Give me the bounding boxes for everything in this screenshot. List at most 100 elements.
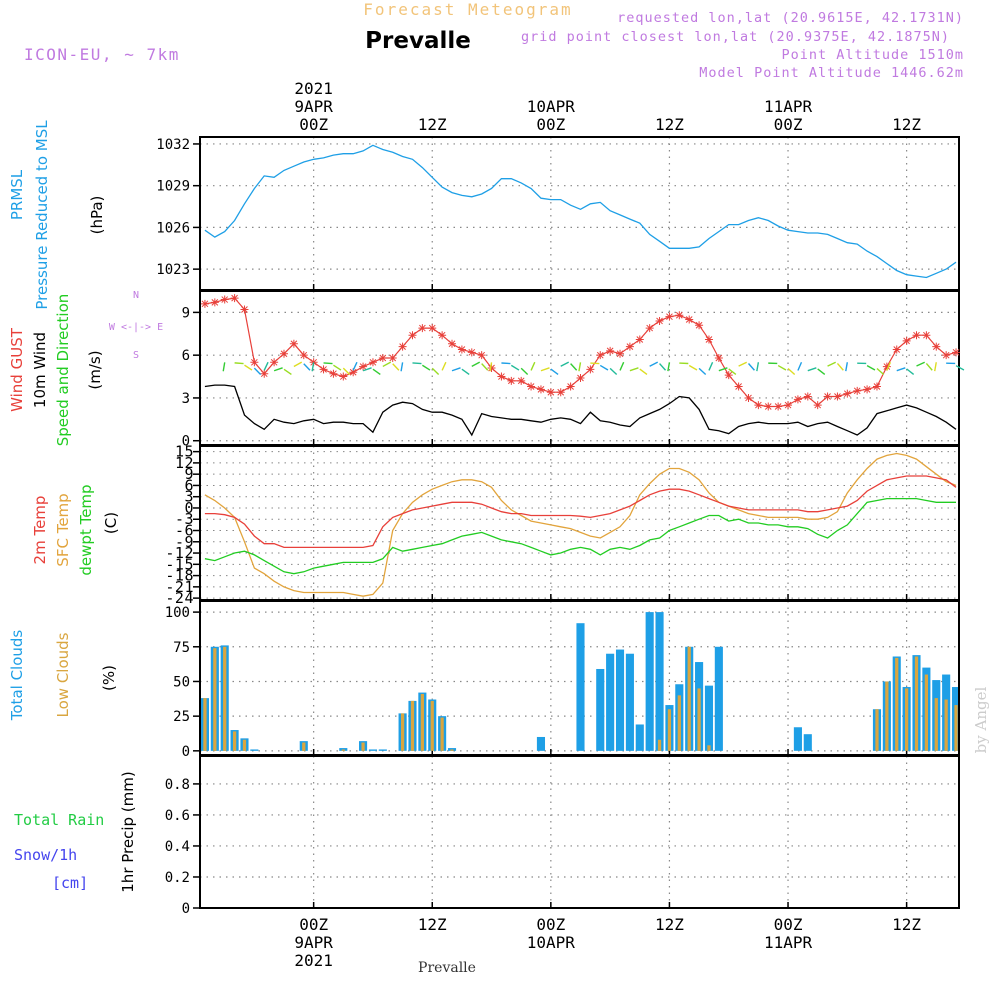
y-tick-label: 0 <box>182 744 190 760</box>
y-tick-label: 6 <box>184 476 194 494</box>
gust-point <box>448 339 457 348</box>
low-cloud-bar <box>667 709 672 751</box>
wind-arrow <box>667 362 671 372</box>
t2m-label: 2m Temp <box>31 496 49 565</box>
low-cloud-bar <box>657 739 662 751</box>
wind-arrow <box>560 361 570 367</box>
gust-point <box>774 402 783 411</box>
wind-arrow <box>629 367 639 372</box>
low-cloud-bar <box>223 646 227 751</box>
gust-point <box>823 392 832 401</box>
gust-point <box>754 401 763 410</box>
wind-arrow <box>787 367 796 376</box>
gust-point <box>368 358 377 367</box>
gust-point <box>230 294 239 303</box>
gust-point <box>685 315 694 324</box>
wind-arrow <box>333 364 342 371</box>
low-cloud-bar <box>410 700 415 751</box>
y-tick-label: 9 <box>182 305 190 321</box>
wind-arrow <box>461 368 470 375</box>
wind-arrow <box>400 362 404 372</box>
top-time-label: 12Z <box>418 115 447 134</box>
gust-point <box>892 345 901 354</box>
low-cloud-bar <box>914 656 919 751</box>
low-cloud-bar <box>302 742 306 751</box>
y-tick-label: -18 <box>165 567 194 585</box>
location-title: Prevalle <box>365 28 471 54</box>
gust-point <box>487 364 496 372</box>
gust-point <box>606 346 615 355</box>
gust-point <box>299 351 308 360</box>
bottom-time-label: 12Z <box>418 915 447 934</box>
wind-arrow <box>382 361 392 368</box>
pressure-panel: 1023 1026 1029 1032 PRMSL Pressure Reduced to… <box>8 120 960 310</box>
y-tick-label: 100 <box>165 605 190 621</box>
gust-point <box>764 402 773 411</box>
total-cloud-bar <box>625 653 634 751</box>
wind-gust-label: Wind GUST <box>8 327 26 412</box>
gust-point <box>507 376 516 385</box>
top-time-label: 00Z <box>299 115 328 134</box>
gust-point <box>556 388 565 397</box>
y-tick-label: 9 <box>184 465 194 483</box>
gust-point <box>833 392 842 401</box>
gust-point <box>428 324 437 333</box>
wind-arrow <box>303 363 311 371</box>
wind-arrow <box>836 362 844 371</box>
wind-arrow <box>578 362 582 372</box>
low-cloud-bar <box>944 699 948 751</box>
top-time-label: 9APR <box>294 97 333 116</box>
wind-direction-arrows <box>222 361 965 376</box>
gust-point <box>270 358 279 367</box>
pressure-label-prmsl: PRMSL <box>8 169 26 220</box>
watermark: by Angel <box>972 686 990 753</box>
gust-point <box>784 401 793 410</box>
total-cloud-bar <box>793 727 802 751</box>
y-tick-label: 3 <box>182 391 190 407</box>
gust-point <box>932 342 941 351</box>
low-cloud-bar <box>232 731 237 751</box>
wind-10m-label: 10m Wind <box>31 332 49 408</box>
low-cloud-bar <box>450 749 454 751</box>
gust-point <box>655 316 664 325</box>
wind-arrow <box>886 361 892 371</box>
low-clouds-label: Low Clouds <box>54 632 72 717</box>
wind-arrow <box>481 363 489 371</box>
y-tick-label: 15 <box>175 443 194 461</box>
wind-arrow <box>283 368 292 375</box>
total-cloud-bar <box>635 724 644 751</box>
y-tick-label: 0 <box>184 499 194 517</box>
wind-arrow <box>244 364 253 371</box>
wind-arrow <box>352 361 358 371</box>
wind-arrow <box>471 361 481 367</box>
wind-arrow <box>273 367 283 372</box>
wind-arrow <box>718 367 728 372</box>
wind-arrow <box>925 362 933 371</box>
y-tick-label: 50 <box>173 674 190 690</box>
top-time-label: 2021 <box>294 79 333 98</box>
gust-point <box>457 345 466 354</box>
low-cloud-bar <box>895 657 899 751</box>
wind-arrow <box>728 368 737 376</box>
total-cloud-bar <box>645 612 654 751</box>
dewpt-label: dewpt Temp <box>77 484 95 575</box>
gust-point <box>922 331 931 340</box>
y-tick-label: -15 <box>165 555 194 573</box>
bottom-time-label: 12Z <box>655 915 684 934</box>
total-cloud-bar <box>596 668 605 751</box>
gust-point <box>704 335 713 344</box>
wind10m-line <box>204 384 957 437</box>
clouds-unit: (%) <box>100 665 118 691</box>
wind-arrow <box>738 361 748 367</box>
wind-arrow <box>510 364 520 371</box>
low-cloud-bar <box>934 698 938 751</box>
gust-point <box>517 376 526 385</box>
top-time-label: 00Z <box>536 115 565 134</box>
bottom-time-label: 10APR <box>527 933 576 952</box>
bottom-time-label: 9APR <box>294 933 333 952</box>
wind-arrow <box>777 364 787 371</box>
model-point-altitude: Model Point Altitude 1446.62m <box>699 65 964 81</box>
wind-arrow <box>896 367 906 372</box>
wind-arrow <box>311 362 315 372</box>
gust-point <box>616 349 625 358</box>
